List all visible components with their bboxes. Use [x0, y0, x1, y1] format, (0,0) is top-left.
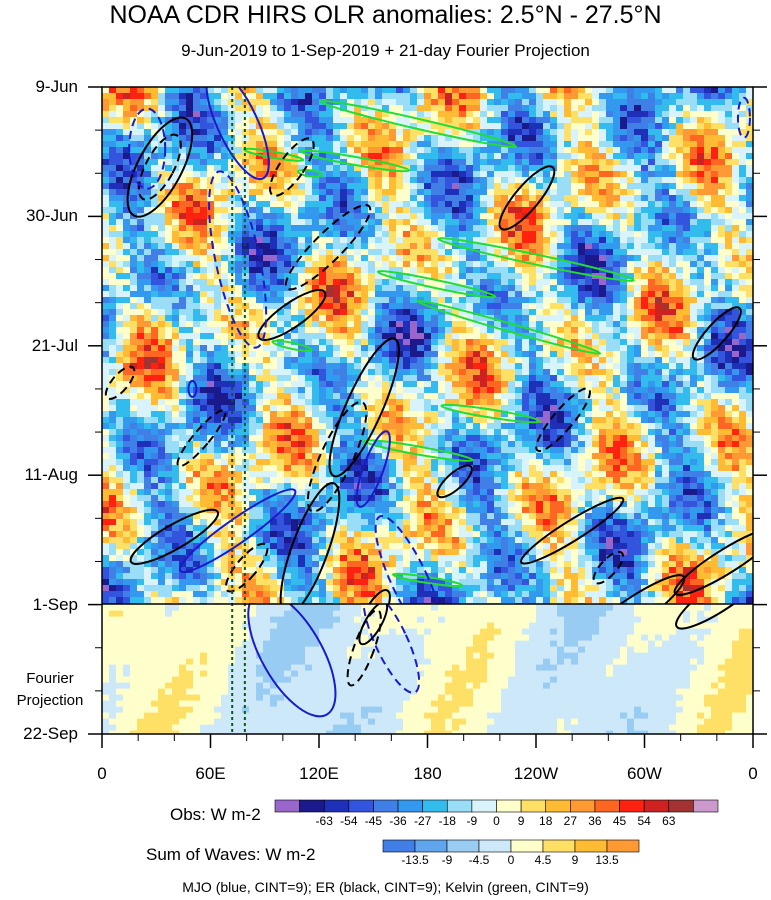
obs-colorbar-swatch	[422, 799, 448, 813]
y-tick-label: 1-Sep	[32, 594, 78, 614]
waves-colorbar-swatch	[414, 839, 448, 853]
obs-colorbar-label: 63	[662, 814, 676, 828]
obs-colorbar-label: -63	[315, 814, 333, 828]
obs-colorbar-label: 54	[637, 814, 651, 828]
x-tick-label: 60E	[195, 764, 226, 783]
obs-colorbar-label: -9	[466, 814, 478, 828]
x-tick-label: 120W	[513, 764, 559, 783]
obs-colorbar-swatch	[619, 799, 645, 813]
observed-anomaly-field	[102, 87, 753, 604]
waves-colorbar	[382, 839, 640, 853]
obs-colorbar-swatch	[471, 799, 497, 813]
waves-colorbar-label: -4.5	[468, 853, 490, 867]
obs-colorbar-label: -18	[438, 814, 456, 828]
legend-note: MJO (blue, CINT=9); ER (black, CINT=9); …	[182, 879, 589, 895]
obs-colorbar-label: 9	[517, 814, 525, 828]
obs-colorbar-label: 36	[588, 814, 602, 828]
obs-colorbar-swatch	[570, 799, 596, 813]
wave-contours	[104, 87, 753, 604]
obs-colorbar-swatch	[545, 799, 571, 813]
obs-colorbar-swatch	[643, 799, 670, 813]
obs-colorbar-title: Obs: W m-2	[170, 805, 261, 824]
fourier-projection-label: Fourier Projection	[16, 670, 84, 709]
obs-colorbar-label: 27	[563, 814, 577, 828]
waves-colorbar-swatch	[510, 839, 544, 853]
waves-colorbar-swatch	[606, 839, 640, 853]
y-tick-label: 9-Jun	[35, 77, 78, 96]
y-tick-label: 30-Jun	[26, 206, 78, 226]
waves-colorbar-swatch	[478, 839, 512, 853]
wave-contours-forecast	[247, 604, 753, 718]
waves-colorbar-swatch	[446, 839, 480, 853]
x-tick-label: 60W	[627, 764, 662, 783]
x-tick-label: 0	[97, 764, 107, 783]
x-tick-label: 120E	[299, 764, 339, 783]
obs-colorbar-swatch	[668, 799, 694, 813]
waves-colorbar-swatch	[382, 839, 416, 853]
waves-colorbar-swatch	[574, 839, 608, 853]
x-tick-label: 180	[413, 764, 442, 783]
obs-colorbar-swatch	[693, 799, 719, 813]
obs-colorbar-swatch	[323, 799, 350, 813]
obs-colorbar-label: -54	[340, 814, 358, 828]
obs-colorbar-label: -45	[364, 814, 383, 828]
obs-colorbar-label: 18	[539, 814, 553, 828]
chart-title: NOAA CDR HIRS OLR anomalies: 2.5°N - 27.…	[109, 1, 662, 29]
obs-colorbar-swatch	[446, 799, 473, 813]
y-tick-label: 21-Jul	[31, 335, 78, 355]
obs-colorbar-swatch	[520, 799, 547, 813]
waves-colorbar-label: 4.5	[534, 853, 552, 867]
obs-colorbar-label: 0	[493, 814, 500, 828]
axis-ticks	[88, 86, 767, 748]
obs-colorbar-swatch	[594, 799, 620, 813]
waves-colorbar-label: -9	[441, 853, 453, 867]
waves-colorbar-title: Sum of Waves: W m-2	[146, 845, 316, 864]
obs-colorbar-swatch	[496, 799, 522, 813]
waves-colorbar-label: 13.5	[595, 853, 619, 867]
waves-colorbar-label: 9	[571, 853, 579, 867]
waves-colorbar-label: 0	[507, 853, 515, 867]
waves-colorbar-swatch	[542, 839, 576, 853]
obs-colorbar-swatch	[299, 799, 325, 813]
chart-subtitle: 9-Jun-2019 to 1-Sep-2019 + 21-day Fourie…	[181, 41, 590, 60]
obs-colorbar	[274, 799, 719, 813]
obs-colorbar-label: 45	[612, 814, 627, 828]
forecast-anomaly-field	[102, 604, 753, 734]
y-tick-label: 22-Sep	[23, 724, 78, 743]
obs-colorbar-swatch	[373, 799, 399, 813]
obs-colorbar-swatch	[397, 799, 423, 813]
obs-colorbar-label: -36	[389, 814, 407, 828]
waves-colorbar-label: -13.5	[401, 853, 429, 867]
obs-colorbar-swatch	[348, 799, 374, 813]
x-tick-label: 0	[748, 764, 758, 783]
y-tick-label: 11-Aug	[24, 465, 78, 485]
obs-colorbar-label: -27	[413, 814, 432, 828]
obs-colorbar-swatch	[274, 799, 300, 813]
